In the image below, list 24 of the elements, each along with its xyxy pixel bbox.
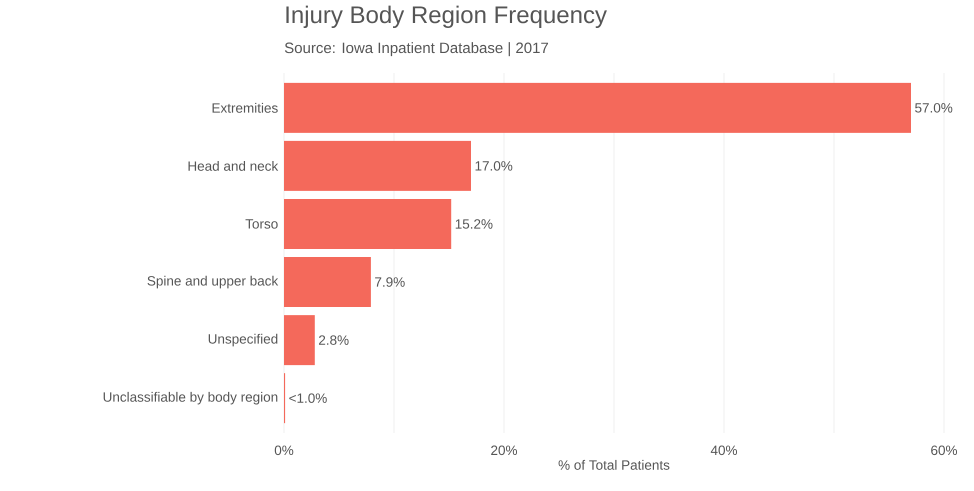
y-tick-label: Torso — [246, 219, 278, 229]
x-tick-label: 40% — [710, 446, 738, 456]
data-label: 7.9% — [375, 277, 405, 287]
y-tick-label: Unclassifiable by body region — [104, 392, 278, 404]
chart-subtitle: Source: Iowa Inpatient Database | 2017 — [284, 42, 548, 56]
y-tick-label: Head and neck — [188, 160, 278, 171]
bar — [284, 257, 371, 308]
data-label: 17.0% — [476, 161, 512, 171]
bar — [284, 140, 471, 191]
data-label: 2.8% — [318, 335, 349, 345]
x-tick-label: 20% — [491, 446, 518, 456]
x-tick-label: 60% — [931, 446, 958, 456]
data-label: <1.0% — [289, 393, 327, 403]
y-tick-label: Unspecified — [208, 334, 278, 346]
bar — [284, 82, 911, 133]
bar — [284, 198, 452, 249]
data-label: 57.0% — [915, 103, 952, 113]
x-tick-label: 0% — [274, 446, 294, 456]
y-tick-label: Extremities — [212, 102, 278, 113]
y-tick-label: Spine and upper back — [147, 276, 278, 288]
x-axis-title: % of Total Patients — [558, 460, 670, 470]
bar — [284, 315, 315, 366]
data-label: 15.2% — [456, 219, 493, 229]
chart-title: Injury Body Region Frequency — [286, 6, 607, 28]
